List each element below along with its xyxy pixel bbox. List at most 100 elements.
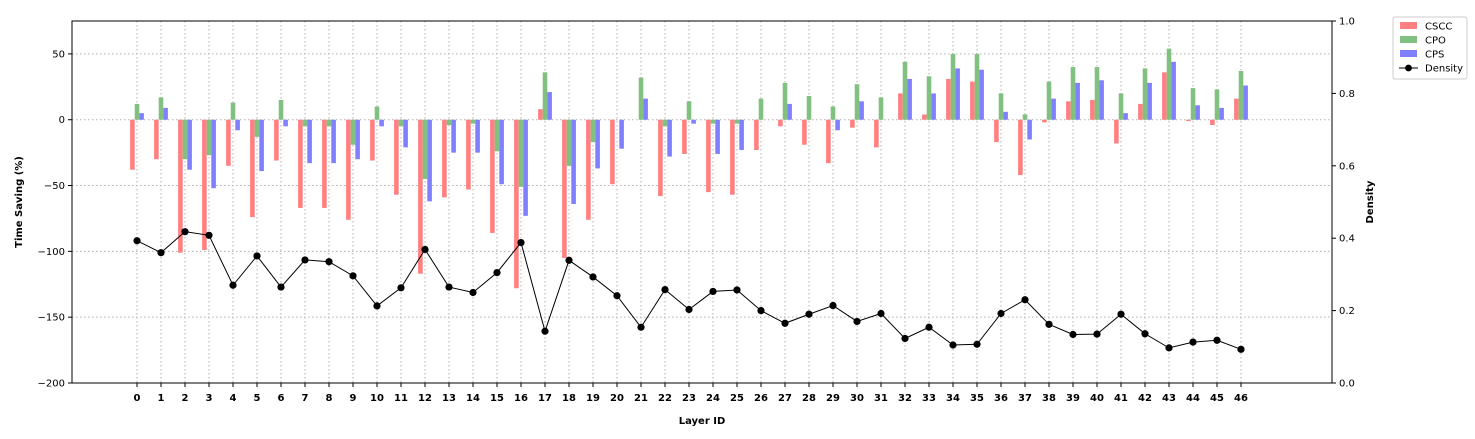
x-tick-label: 5: [254, 393, 261, 404]
density-point-42: [1141, 330, 1149, 338]
bar-cscc-41: [1114, 119, 1119, 144]
bar-cps-39: [1075, 82, 1080, 120]
x-tick-label: 44: [1186, 393, 1200, 404]
bar-cpo-34: [950, 53, 956, 120]
bar-cscc-1: [154, 119, 159, 160]
bar-cpo-41: [1118, 93, 1124, 120]
x-tick-label: 23: [682, 393, 696, 404]
bar-cscc-14: [466, 119, 471, 190]
bar-cps-20: [619, 119, 624, 149]
x-tick-label: 24: [706, 393, 720, 404]
x-tick-label: 0: [134, 393, 141, 404]
x-tick-label: 25: [730, 393, 744, 404]
x-tick-label: 38: [1042, 393, 1056, 404]
density-point-40: [1093, 330, 1101, 338]
bar-cscc-30: [850, 119, 855, 128]
bar-cpo-27: [782, 82, 788, 120]
y-axis-label: Time Saving (%): [14, 156, 25, 248]
bar-cps-37: [1027, 119, 1032, 140]
y-tick-label: 50: [52, 49, 65, 60]
bar-cscc-7: [298, 119, 303, 208]
x-tick-label: 14: [466, 393, 480, 404]
bar-cps-1: [163, 107, 168, 120]
x-tick-label: 41: [1114, 393, 1128, 404]
y-tick-label: −150: [38, 313, 65, 324]
density-point-20: [613, 292, 621, 300]
bar-cpo-42: [1142, 68, 1148, 120]
density-point-24: [709, 287, 717, 296]
bar-cps-0: [139, 113, 144, 120]
bar-cscc-26: [754, 119, 759, 151]
density-point-41: [1117, 310, 1125, 318]
y-tick-label: −50: [44, 181, 65, 192]
density-point-38: [1045, 320, 1053, 328]
x-tick-label: 40: [1090, 393, 1104, 404]
bar-cps-36: [1003, 111, 1008, 120]
bar-cpo-1: [158, 97, 164, 120]
bar-cps-42: [1147, 82, 1152, 120]
x-axis-label: Layer ID: [679, 416, 726, 427]
density-point-36: [997, 309, 1005, 318]
bar-cps-30: [859, 101, 864, 120]
x-tick-label: 18: [562, 393, 576, 404]
x-tick-label: 37: [1018, 393, 1032, 404]
bar-cps-41: [1123, 113, 1128, 120]
bar-cscc-35: [970, 81, 975, 120]
bar-cpo-0: [134, 103, 140, 120]
density-point-39: [1069, 330, 1077, 339]
bar-cpo-45: [1214, 89, 1220, 120]
bar-cscc-43: [1162, 72, 1167, 120]
y-axis-left: 50 0 −50 −100 −150 −200: [38, 49, 72, 390]
density-point-43: [1165, 344, 1173, 352]
density-point-35: [973, 340, 981, 348]
legend-swatch-cscc: [1400, 22, 1417, 29]
y2-tick-label: 0.6: [1339, 161, 1355, 172]
density-point-46: [1237, 345, 1245, 353]
density-point-17: [541, 327, 549, 335]
x-tick-label: 11: [394, 393, 408, 404]
bar-cps-2: [187, 119, 192, 170]
bar-cps-16: [523, 119, 528, 216]
y2-tick-label: 1.0: [1339, 17, 1355, 28]
bar-cscc-25: [730, 119, 735, 195]
bar-cps-44: [1195, 105, 1200, 120]
bar-cpo-6: [278, 99, 284, 120]
bar-cscc-27: [778, 119, 783, 127]
bar-cscc-13: [442, 119, 447, 198]
bar-cps-40: [1099, 80, 1104, 120]
density-point-1: [157, 249, 165, 257]
density-point-19: [589, 273, 597, 281]
bar-cpo-2: [182, 119, 188, 160]
x-tick-label: 12: [418, 393, 432, 404]
bar-cpo-33: [926, 76, 932, 120]
density-point-23: [685, 305, 693, 314]
x-tick-label: 43: [1162, 393, 1176, 404]
bar-cscc-3: [202, 119, 207, 251]
bar-cscc-12: [418, 119, 423, 274]
x-tick-label: 3: [206, 393, 213, 404]
x-tick-label: 8: [326, 393, 333, 404]
bar-cps-14: [475, 119, 480, 153]
bar-cpo-7: [302, 119, 308, 127]
bar-cpo-16: [518, 119, 524, 187]
density-point-21: [637, 323, 645, 331]
bar-cpo-24: [710, 119, 716, 124]
bar-cps-45: [1219, 107, 1224, 120]
x-tick-label: 4: [230, 393, 237, 404]
bar-cscc-18: [562, 119, 567, 258]
bar-cps-9: [355, 119, 360, 160]
x-tick-label: 19: [586, 393, 600, 404]
density-point-5: [253, 252, 261, 260]
bar-cscc-20: [610, 119, 615, 185]
bar-cscc-39: [1066, 101, 1071, 120]
bar-cpo-46: [1238, 71, 1244, 120]
x-tick-label: 34: [946, 393, 960, 404]
density-point-0: [133, 237, 141, 245]
bar-cps-32: [907, 78, 912, 120]
bar-cpo-43: [1166, 48, 1172, 120]
legend-swatch-marker: [1405, 64, 1412, 72]
bar-cscc-19: [586, 119, 591, 220]
bar-cps-19: [595, 119, 600, 169]
bar-cps-35: [979, 69, 984, 120]
